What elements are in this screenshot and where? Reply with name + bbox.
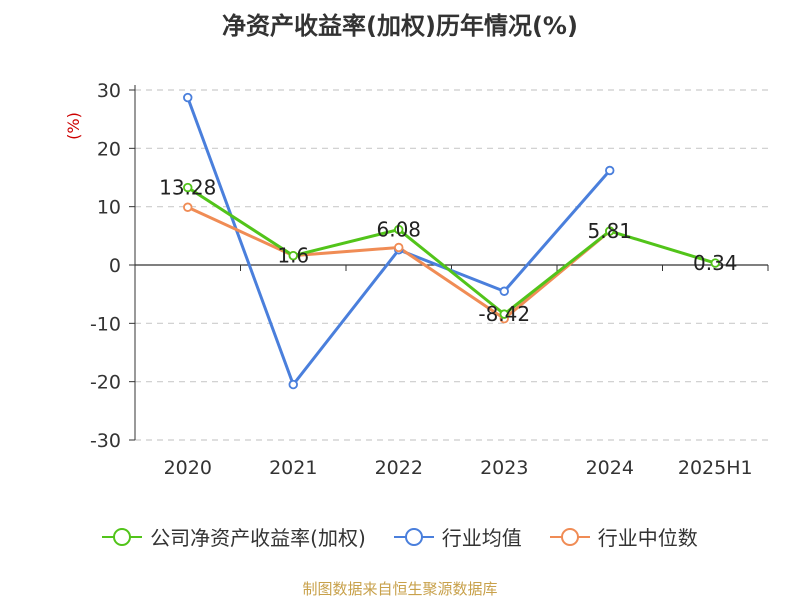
legend-label-industry-mean: 行业均值 [441,526,522,550]
series-point-0 [183,182,193,193]
series-points [183,92,720,390]
x-tick-label: 2022 [375,457,423,479]
series-point-0 [394,224,404,235]
series-point-2 [183,202,193,212]
data-label: 5.81 [587,219,632,243]
legend-item-company[interactable]: 公司净资产收益率(加权) [102,522,366,551]
chart-title: 净资产收益率(加权)历年情况(%) [222,12,578,40]
x-tick-label: 2024 [586,457,634,479]
series-point-0 [288,250,298,261]
y-tick-label: 20 [97,138,121,160]
legend-marker-industry-mean [393,527,434,546]
series-point-1 [499,286,509,296]
series-line-0 [186,186,716,316]
data-label: 13.28 [159,176,216,200]
series-point-1 [288,379,298,390]
data-labels: 13.28 1.6 6.08 -8.42 5.81 0.34 [159,176,737,327]
x-tick-label: 2023 [480,457,528,479]
y-tick-label: -20 [90,372,121,394]
x-tick-label: 2020 [164,457,212,479]
source-note: 制图数据来自恒生聚源数据库 [302,580,498,598]
x-tick-label: 2021 [269,457,317,479]
legend-marker-company [102,527,143,546]
series-point-2 [394,242,404,253]
data-label: -8.42 [478,302,530,326]
data-label: 6.08 [376,218,421,242]
legend: 公司净资产收益率(加权) 行业均值 行业中位数 [0,522,800,551]
y-tick-label: 0 [109,255,121,277]
y-tick-label: 10 [97,197,121,219]
series-point-0 [499,309,509,319]
legend-marker-industry-median [549,527,590,546]
legend-label-company: 公司净资产收益率(加权) [150,526,366,550]
y-tick-label: -10 [90,313,121,335]
legend-label-industry-median: 行业中位数 [597,526,698,550]
series-point-1 [183,92,193,103]
y-tick-label: -30 [90,430,121,452]
axes: 30 20 10 0 -10 -20 -30 2020 2021 2022 2023 2024 2025… [90,80,769,479]
series-point-0 [710,258,720,268]
y-axis-label: (%) [64,112,83,140]
series-point-0 [605,226,615,236]
legend-item-industry-mean[interactable]: 行业均值 [393,522,522,551]
x-tick-label: 2025H1 [678,457,753,479]
data-label: 1.6 [277,244,309,268]
series-lines [186,97,716,387]
legend-item-industry-median[interactable]: 行业中位数 [549,522,698,551]
y-tick-label: 30 [97,80,121,102]
series-point-1 [605,165,615,176]
line-chart: 30 20 10 0 -10 -20 -30 2020 2021 2022 2023 2024 2025… [64,80,769,479]
data-label: 0.34 [693,251,738,275]
